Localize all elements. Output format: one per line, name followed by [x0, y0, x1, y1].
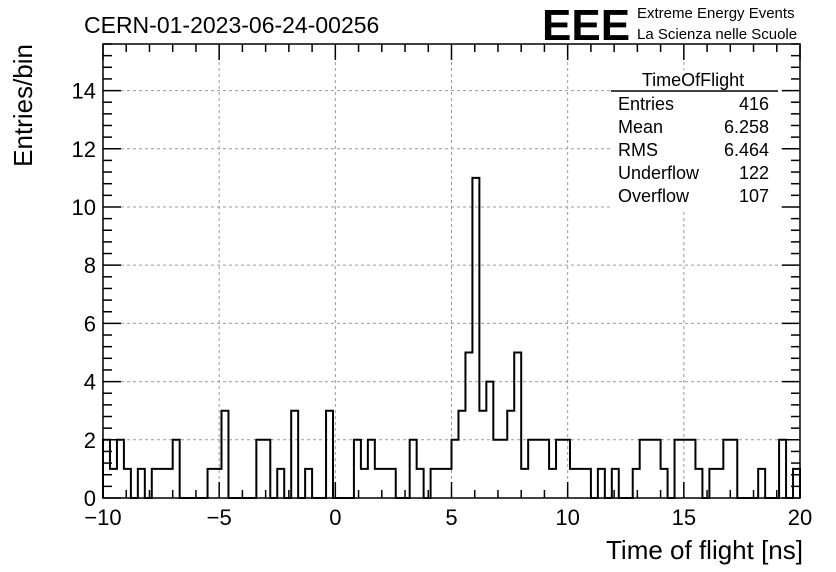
- x-tick-label: 20: [788, 505, 812, 530]
- x-tick-label: 0: [329, 505, 341, 530]
- stats-label-entries: Entries: [618, 94, 674, 114]
- y-tick-label: 6: [84, 311, 96, 336]
- y-axis-label: Entries/bin: [8, 44, 38, 167]
- x-tick-label: 5: [445, 505, 457, 530]
- y-tick-label: 14: [72, 79, 96, 104]
- histogram-outline: [102, 176, 801, 499]
- y-tick-labels: 0 2 4 6 8 10 12 14: [72, 79, 96, 511]
- stats-label-overflow: Overflow: [618, 186, 690, 206]
- logo-letters: EEE: [542, 1, 630, 50]
- y-tick-label: 8: [84, 253, 96, 278]
- y-tick-label: 10: [72, 195, 96, 220]
- eee-logo: EEE Extreme Energy Events La Scienza nel…: [542, 1, 797, 50]
- x-tick-labels: −10 −5 0 5 10 15 20: [84, 505, 812, 530]
- stats-box-title: TimeOfFlight: [642, 70, 744, 90]
- stats-label-underflow: Underflow: [618, 163, 700, 183]
- y-tick-label: 2: [84, 428, 96, 453]
- x-axis-label: Time of flight [ns]: [606, 535, 803, 565]
- chart-title: CERN-01-2023-06-24-00256: [84, 12, 379, 38]
- y-tick-label: 12: [72, 137, 96, 162]
- stats-label-mean: Mean: [618, 117, 663, 137]
- stats-value-underflow: 122: [739, 163, 769, 183]
- stats-box: TimeOfFlight Entries 416 Mean 6.258 RMS …: [610, 70, 780, 210]
- logo-line-1: Extreme Energy Events: [637, 5, 795, 22]
- stats-value-entries: 416: [739, 94, 769, 114]
- x-tick-label: −10: [84, 505, 121, 530]
- axis-ticks: [102, 43, 801, 499]
- y-tick-label: 0: [84, 486, 96, 511]
- x-tick-label: −5: [207, 505, 232, 530]
- stats-value-mean: 6.258: [724, 117, 769, 137]
- stats-box-background: [610, 70, 780, 210]
- logo-line-2: La Scienza nelle Scuole: [637, 26, 797, 43]
- y-tick-label: 4: [84, 370, 96, 395]
- stats-value-overflow: 107: [739, 186, 769, 206]
- stats-value-rms: 6.464: [724, 140, 769, 160]
- stats-label-rms: RMS: [618, 140, 658, 160]
- x-tick-label: 15: [672, 505, 696, 530]
- x-tick-label: 10: [555, 505, 579, 530]
